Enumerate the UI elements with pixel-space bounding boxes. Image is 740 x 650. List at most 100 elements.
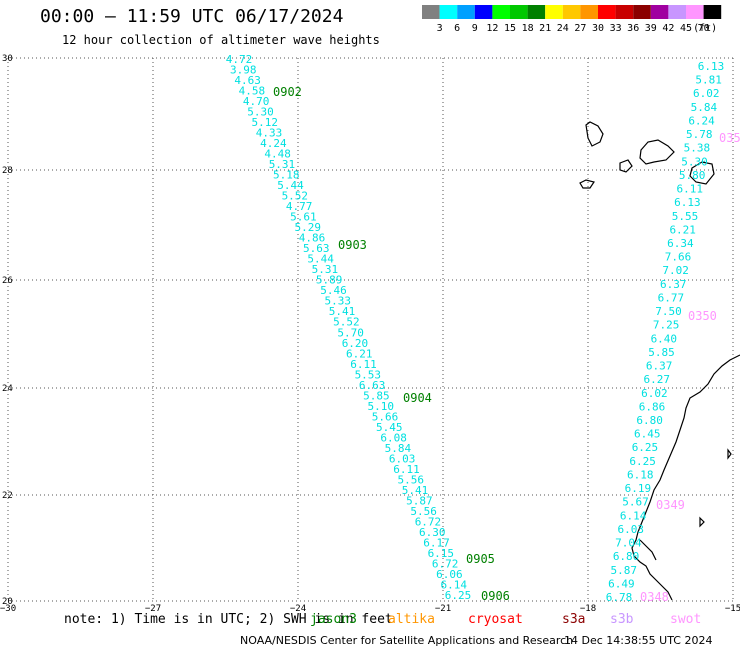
swh-value: 6.21 (346, 347, 373, 360)
swh-value: 5.81 (695, 74, 722, 87)
legend-swatch (703, 5, 722, 19)
swh-value: 7.66 (665, 251, 692, 264)
swh-value: 5.44 (307, 253, 334, 266)
swh-value: 6.37 (660, 278, 687, 291)
swh-value: 5.55 (672, 210, 699, 223)
island-gran-canaria (689, 161, 715, 185)
legend-swatch (545, 5, 563, 19)
swh-value: 6.25 (632, 441, 659, 454)
swh-value: 5.30 (681, 155, 708, 168)
lat-label: 20 (2, 597, 13, 607)
swh-value: 5.84 (385, 442, 412, 455)
swh-value: 6.72 (432, 557, 459, 570)
swh-value: 6.11 (393, 463, 420, 476)
legend-swatch (492, 5, 510, 19)
coast-inlet (639, 539, 657, 561)
swh-value: 4.48 (264, 148, 291, 161)
swh-value: 5.38 (684, 142, 711, 155)
swh-value: 5.85 (363, 389, 390, 402)
swh-value: 7.02 (662, 264, 689, 277)
swh-value: 6.02 (641, 387, 668, 400)
lon-label: −30 (0, 604, 16, 614)
footer-generated: 14 Dec 14:38:55 UTC 2024 (564, 634, 713, 647)
pass-time-label: 0905 (466, 552, 495, 566)
legend-label: 70 (698, 23, 710, 34)
legend-label: 33 (610, 23, 622, 34)
swh-value: 6.03 (618, 523, 645, 536)
legend-label: 36 (627, 23, 639, 34)
footer-credit: NOAA/NESDIS Center for Satellite Applica… (240, 634, 574, 647)
coastline (579, 121, 740, 601)
legend-label: 12 (486, 23, 498, 34)
swh-value: 6.30 (419, 526, 446, 539)
swh-value: 6.14 (620, 509, 647, 522)
swh-value: 5.41 (402, 484, 429, 497)
legend-label: 42 (662, 23, 674, 34)
swh-value: 6.11 (677, 183, 704, 196)
swh-value: 7.04 (615, 537, 642, 550)
swh-value: 3.98 (230, 64, 257, 77)
swh-value: 6.13 (674, 196, 701, 209)
swh-value: 6.06 (436, 568, 463, 581)
legend-swatch (615, 5, 634, 19)
swh-value: 5.46 (320, 284, 347, 297)
swh-value: 5.18 (273, 169, 300, 182)
legend-label: 6 (454, 23, 460, 34)
legend-label: 15 (504, 23, 516, 34)
swh-value: 4.72 (226, 53, 253, 66)
coast-islet-2 (727, 448, 732, 460)
swh-value: 5.70 (337, 326, 364, 339)
legend-label: 24 (557, 23, 569, 34)
legend-swatch (686, 5, 704, 19)
satellite-s3b: s3b (610, 612, 634, 627)
swh-value: 6.63 (359, 379, 386, 392)
satellite-jason3: jason3 (310, 612, 357, 627)
legend-unit: (ft) (693, 23, 717, 34)
swh-value: 6.11 (350, 358, 377, 371)
swh-value: 4.58 (239, 85, 266, 98)
lon-label: −24 (290, 604, 306, 614)
swh-value: 4.24 (260, 137, 287, 150)
swh-value: 5.33 (325, 295, 352, 308)
swh-value: 5.12 (252, 116, 279, 129)
page-subtitle: 12 hour collection of altimeter wave hei… (62, 33, 380, 47)
swh-value: 5.10 (367, 400, 394, 413)
swh-value: 6.21 (669, 223, 696, 236)
satellite-cryosat: cryosat (468, 612, 523, 627)
swh-value: 4.63 (234, 74, 261, 87)
swh-value: 5.61 (290, 211, 317, 224)
legend-swatch (598, 5, 616, 19)
legend-swatch (580, 5, 598, 19)
swh-value: 5.87 (406, 494, 433, 507)
lon-label: −18 (580, 604, 596, 614)
satellite-swot: swot (670, 612, 702, 627)
swh-value: 5.53 (355, 368, 382, 381)
island-el-hierro (579, 179, 595, 189)
swh-value: 6.45 (634, 428, 661, 441)
swh-value: 6.77 (658, 291, 685, 304)
legend-swatch (650, 5, 669, 19)
lat-label: 26 (2, 276, 13, 286)
swh-value: 5.52 (282, 190, 309, 203)
page-title: 00:00 – 11:59 UTC 06/17/2024 (40, 6, 344, 27)
swh-value: 6.25 (445, 589, 472, 602)
legend-label: 39 (645, 23, 657, 34)
swh-value: 6.17 (423, 536, 450, 549)
swh-value: 6.80 (613, 550, 640, 563)
swh-value: 6.25 (629, 455, 656, 468)
color-legend: 3 6 9 12 15 18 21 24 27 30 33 36 39 42 45 70(ft) (422, 5, 722, 34)
swh-value: 6.14 (440, 578, 467, 591)
swh-value: 5.41 (329, 305, 356, 318)
units-note: note: 1) Time is in UTC; 2) SWH is in fe… (64, 612, 393, 627)
swh-value: 5.56 (410, 505, 437, 518)
swh-value: 4.86 (299, 232, 326, 245)
island-la-palma (585, 121, 604, 147)
swh-value: 6.86 (639, 400, 666, 413)
swh-value: 5.85 (648, 346, 675, 359)
lon-label: −15 (725, 604, 740, 614)
swh-value: 5.52 (333, 316, 360, 329)
legend-swatch (633, 5, 651, 19)
satellite-s3a: s3a (562, 612, 586, 627)
legend-swatch (562, 5, 581, 19)
